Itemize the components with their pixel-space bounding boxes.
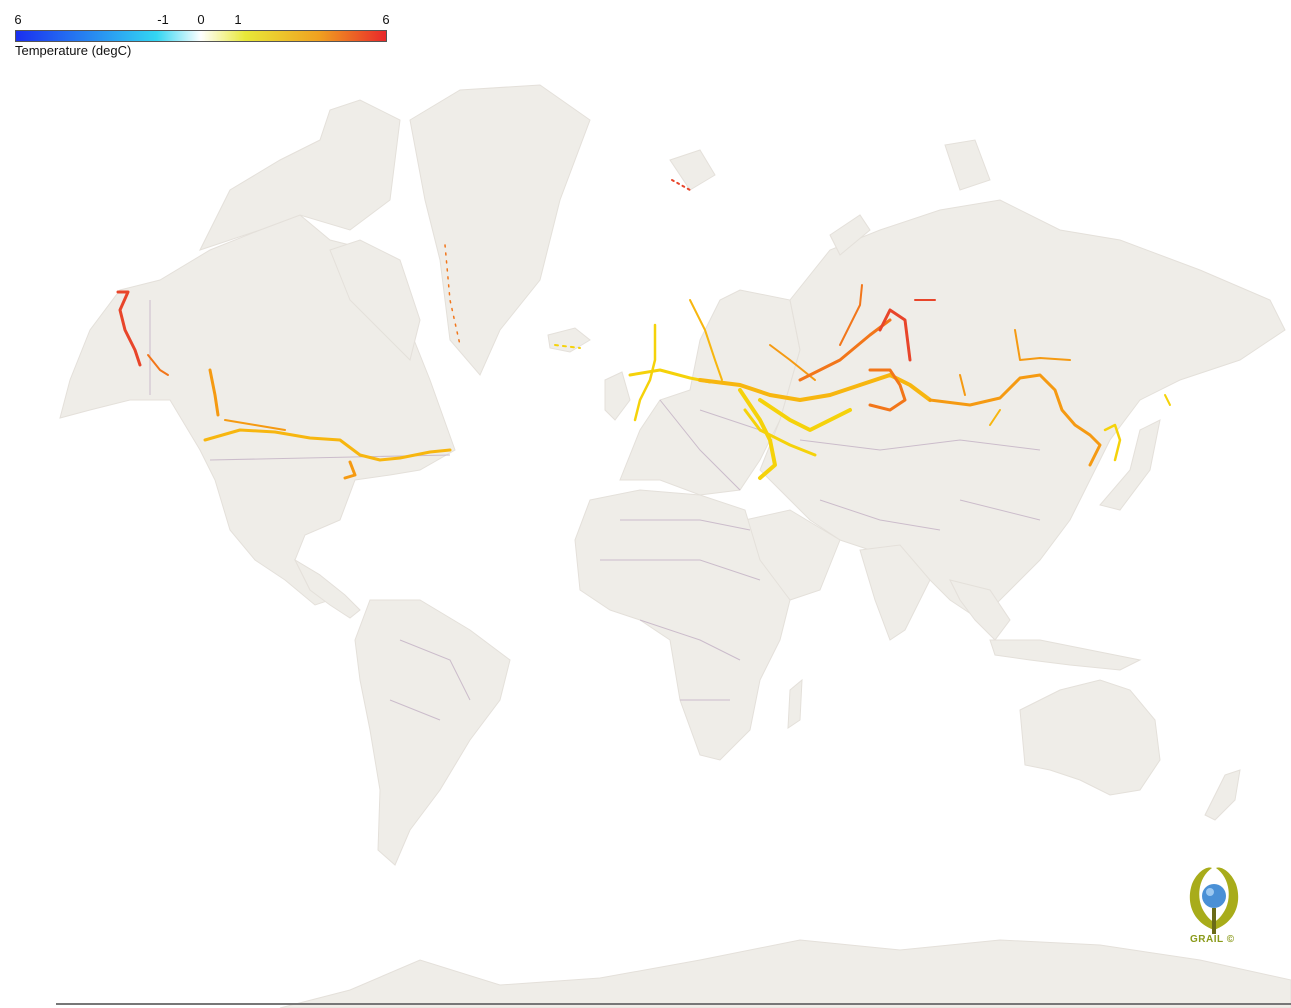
central-america (293, 558, 361, 619)
legend-tick-zero: 0 (197, 12, 205, 27)
asia (759, 199, 1286, 621)
indonesia (989, 639, 1142, 671)
india (859, 544, 931, 641)
arctic-islands (199, 99, 401, 251)
iceland (547, 327, 591, 353)
grail-logo-icon (1189, 867, 1239, 934)
baffin-island (329, 239, 421, 361)
south-america (354, 599, 511, 866)
legend-tick-neg1: -1 (157, 12, 169, 27)
grail-logo-text: GRAIL © (1190, 934, 1235, 945)
novaya-zemlya (829, 214, 871, 256)
track-alaska (116, 290, 142, 367)
madagascar (787, 678, 803, 729)
track-scandinavia (633, 323, 657, 422)
antarctica (279, 939, 1291, 1008)
greenland (409, 84, 591, 376)
north-america (59, 214, 456, 606)
africa (574, 489, 791, 761)
legend-title: Temperature (degC) (15, 43, 132, 58)
temperature-legend: 6 -1 0 1 6 Temperature (degC) (0, 0, 400, 60)
legend-tick-min: 6 (14, 12, 22, 27)
uk (604, 371, 631, 421)
country-borders (149, 300, 1041, 721)
track-trans-siberian (928, 373, 1102, 467)
australia (1019, 679, 1161, 796)
bottom-rule (56, 1003, 1291, 1005)
legend-tick-max: 6 (382, 12, 390, 27)
track-russia-west (698, 373, 932, 402)
new-zealand (1204, 769, 1241, 821)
temperature-tracks (116, 179, 1171, 480)
legend-tick-pos1: 1 (234, 12, 242, 27)
japan (1099, 419, 1161, 511)
severnaya-zemlya (944, 139, 991, 191)
land-masses (59, 84, 1291, 1008)
track-canada (203, 428, 452, 462)
legend-colorbar (15, 30, 387, 42)
svalbard (669, 149, 716, 191)
